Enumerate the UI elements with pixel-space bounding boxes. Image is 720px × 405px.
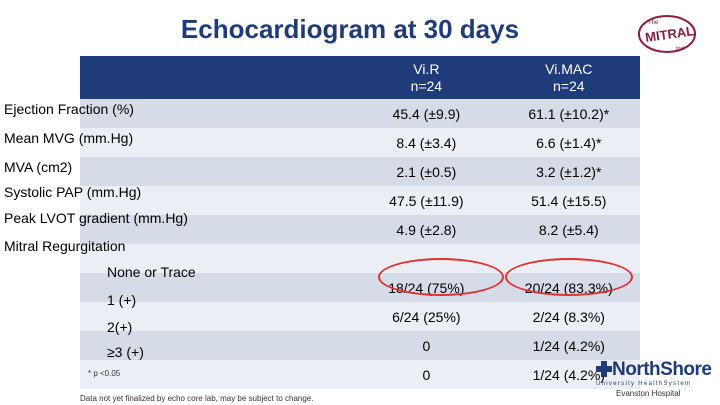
- row-label: None or Trace: [107, 264, 196, 280]
- footnote-disclaimer: Data not yet finalized by echo core lab,…: [80, 394, 314, 403]
- logo-text-trial: trial: [676, 46, 684, 52]
- table-row: 8.4 (±3.4) 6.6 (±1.4)*: [80, 128, 640, 157]
- cell-vimac: 3.2 (±1.2)*: [536, 163, 602, 180]
- header-vimac-name: Vi.MAC: [545, 60, 593, 77]
- cell-vimac: 1/24 (4.2%): [532, 337, 605, 354]
- highlight-ring-vimac: [505, 258, 633, 296]
- northshore-name: NorthShore: [612, 359, 712, 380]
- table-header-row: Vi.R n=24 Vi.MAC n=24: [80, 56, 640, 99]
- footnote-pvalue: * p <0.05: [88, 369, 121, 378]
- cell-vir: 0: [422, 337, 431, 354]
- row-label: ≥3 (+): [107, 344, 144, 360]
- cell-vir: 8.4 (±3.4): [396, 134, 457, 151]
- northshore-logo: NorthShore University HealthSystem Evans…: [596, 359, 712, 399]
- header-blank-cell: [80, 56, 355, 99]
- cell-vimac: 1/24 (4.2%): [532, 366, 605, 383]
- section-label-mitral-regurgitation: Mitral Regurgitation: [4, 238, 126, 254]
- hospital-name: Evanston Hospital: [616, 389, 681, 398]
- table-row: 2.1 (±0.5) 3.2 (±1.2)*: [80, 157, 640, 186]
- cell-vimac: 6.6 (±1.4)*: [536, 134, 602, 151]
- table-row: 4.9 (±2.8) 8.2 (±5.4): [80, 215, 640, 244]
- mitral-trial-logo: The MITRAL trial: [638, 15, 696, 53]
- table-row: 0 1/24 (4.2%): [80, 331, 640, 360]
- logo-text-mitral: MITRAL: [644, 23, 695, 45]
- table-row: 6/24 (25%) 2/24 (8.3%): [80, 302, 640, 331]
- row-label: Ejection Fraction (%): [4, 101, 134, 117]
- logo-text-the: The: [648, 20, 659, 26]
- row-label: Systolic PAP (mm.Hg): [4, 184, 142, 200]
- echo-table: Vi.R n=24 Vi.MAC n=24 45.4 (±9.9) 61.1 (…: [80, 56, 640, 389]
- table-row: 0 1/24 (4.2%): [80, 360, 640, 389]
- header-vimac-n: n=24: [553, 77, 585, 94]
- cell-vir: 4.9 (±2.8): [396, 221, 457, 238]
- cell-vimac: 51.4 (±15.5): [531, 192, 607, 209]
- row-label: Peak LVOT gradient (mm.Hg): [4, 210, 188, 226]
- highlight-ring-vir: [378, 258, 504, 296]
- row-label: 2(+): [107, 319, 133, 335]
- slide-title: Echocardiogram at 30 days: [180, 14, 520, 44]
- header-vir-name: Vi.R: [413, 60, 440, 77]
- row-label: 1 (+): [107, 292, 137, 308]
- cell-vimac: 2/24 (8.3%): [532, 308, 605, 325]
- table-row: 45.4 (±9.9) 61.1 (±10.2)*: [80, 99, 640, 128]
- header-vir: Vi.R n=24: [355, 56, 497, 99]
- cell-vir: 2.1 (±0.5): [396, 163, 457, 180]
- table-row: 47.5 (±11.9) 51.4 (±15.5): [80, 186, 640, 215]
- cell-vimac: 61.1 (±10.2)*: [528, 105, 610, 122]
- row-label: MVA (cm2): [4, 159, 73, 175]
- cell-vimac: 8.2 (±5.4): [538, 221, 599, 238]
- cell-vir: 47.5 (±11.9): [389, 192, 464, 209]
- cell-vir: 6/24 (25%): [392, 308, 461, 325]
- northshore-cross-icon: [596, 361, 612, 377]
- northshore-system: University HealthSystem: [596, 381, 692, 387]
- header-vimac: Vi.MAC n=24: [498, 56, 640, 99]
- cell-vir: 0: [422, 366, 431, 383]
- row-label: Mean MVG (mm.Hg): [4, 130, 134, 146]
- cell-vir: 45.4 (±9.9): [392, 105, 461, 122]
- header-vir-n: n=24: [410, 77, 443, 94]
